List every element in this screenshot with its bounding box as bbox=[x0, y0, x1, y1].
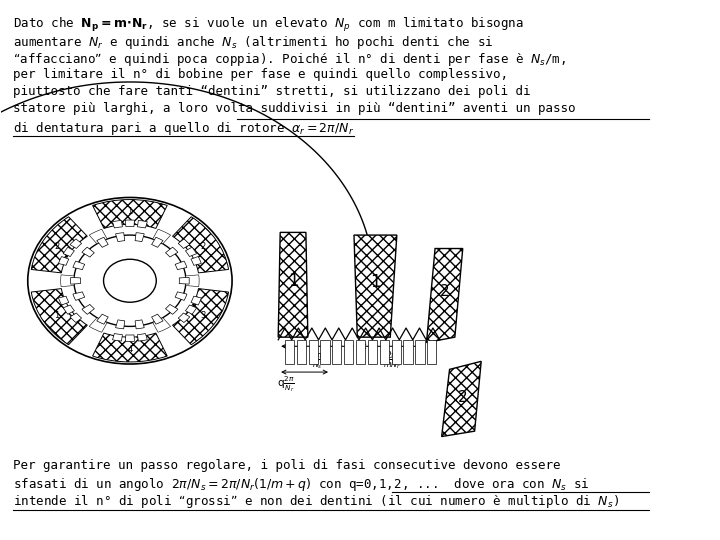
Wedge shape bbox=[135, 233, 144, 241]
Wedge shape bbox=[135, 320, 144, 329]
Text: “affacciano” e quindi poca coppia). Poiché il n° di denti per fase è $N_s$/m,: “affacciano” e quindi poca coppia). Poic… bbox=[13, 51, 567, 68]
Polygon shape bbox=[278, 232, 308, 337]
Wedge shape bbox=[93, 333, 167, 362]
Wedge shape bbox=[173, 217, 228, 273]
Wedge shape bbox=[112, 220, 122, 228]
Polygon shape bbox=[415, 340, 425, 364]
Wedge shape bbox=[191, 296, 202, 305]
Text: sfasati di un angolo $2\pi/N_s=2\pi/N_r(1/m+q)$ con q=0,1,2, ...  dove ora con $: sfasati di un angolo $2\pi/N_s=2\pi/N_r(… bbox=[13, 476, 590, 494]
Polygon shape bbox=[392, 340, 401, 364]
Polygon shape bbox=[356, 340, 365, 364]
Text: 2: 2 bbox=[458, 390, 467, 406]
Wedge shape bbox=[153, 229, 171, 244]
Wedge shape bbox=[186, 247, 197, 256]
Text: 2: 2 bbox=[200, 242, 206, 251]
Wedge shape bbox=[186, 275, 199, 287]
Polygon shape bbox=[285, 340, 294, 364]
Polygon shape bbox=[354, 235, 397, 337]
Text: statore più larghi, a loro volta suddivisi in più “dentini” aventi un passo: statore più larghi, a loro volta suddivi… bbox=[13, 103, 576, 116]
Wedge shape bbox=[93, 200, 167, 228]
Polygon shape bbox=[426, 248, 463, 342]
Text: 2: 2 bbox=[440, 284, 450, 299]
Wedge shape bbox=[58, 256, 69, 265]
Wedge shape bbox=[89, 318, 107, 332]
Text: 4: 4 bbox=[127, 345, 132, 354]
Wedge shape bbox=[115, 233, 125, 241]
Polygon shape bbox=[344, 340, 354, 364]
Text: 1: 1 bbox=[127, 207, 132, 217]
Wedge shape bbox=[73, 292, 85, 300]
Text: Dato che $\mathbf{N_p{=}m{\cdot}N_r}$, se si vuole un elevato $N_p$ com m limita: Dato che $\mathbf{N_p{=}m{\cdot}N_r}$, s… bbox=[13, 16, 524, 35]
Wedge shape bbox=[138, 334, 148, 341]
Wedge shape bbox=[60, 275, 74, 287]
Wedge shape bbox=[175, 292, 187, 300]
Text: q$\frac{2\pi}{N_r}$: q$\frac{2\pi}{N_r}$ bbox=[277, 375, 294, 395]
Polygon shape bbox=[320, 340, 330, 364]
Text: piuttosto che fare tanti “dentini” stretti, si utilizzano dei poli di: piuttosto che fare tanti “dentini” stret… bbox=[13, 85, 531, 98]
Wedge shape bbox=[31, 217, 87, 273]
Wedge shape bbox=[115, 320, 125, 329]
Polygon shape bbox=[379, 340, 389, 364]
Text: aumentare $N_r$ e quindi anche $N_s$ (altrimenti ho pochi denti che si: aumentare $N_r$ e quindi anche $N_s$ (al… bbox=[13, 33, 494, 51]
Polygon shape bbox=[297, 340, 306, 364]
Text: 1: 1 bbox=[370, 273, 381, 291]
Polygon shape bbox=[309, 340, 318, 364]
Wedge shape bbox=[152, 314, 163, 324]
Text: $\frac{2\pi}{N_s}$: $\frac{2\pi}{N_s}$ bbox=[312, 349, 323, 372]
Wedge shape bbox=[125, 335, 135, 341]
Wedge shape bbox=[70, 313, 81, 322]
Text: 3: 3 bbox=[200, 310, 206, 320]
Wedge shape bbox=[138, 220, 148, 228]
Text: Per garantire un passo regolare, i poli di fasi consecutive devono essere: Per garantire un passo regolare, i poli … bbox=[13, 459, 561, 472]
Wedge shape bbox=[70, 239, 81, 248]
Polygon shape bbox=[368, 340, 377, 364]
Text: per limitare il n° di bobine per fase e quindi quello complessivo,: per limitare il n° di bobine per fase e … bbox=[13, 68, 508, 81]
Wedge shape bbox=[63, 305, 74, 314]
Wedge shape bbox=[173, 288, 228, 345]
Wedge shape bbox=[73, 261, 85, 269]
Wedge shape bbox=[178, 313, 190, 322]
Wedge shape bbox=[71, 278, 81, 284]
Text: intende il n° di poli “grossi” e non dei dentini (il cui numero è multiplo di $N: intende il n° di poli “grossi” e non dei… bbox=[13, 494, 619, 510]
Wedge shape bbox=[153, 318, 171, 332]
Text: di dentatura pari a quello di rotore $\alpha_r=2\pi/N_r$: di dentatura pari a quello di rotore $\a… bbox=[13, 119, 354, 137]
Wedge shape bbox=[31, 288, 87, 345]
Text: 1: 1 bbox=[54, 310, 60, 320]
Wedge shape bbox=[63, 247, 74, 256]
Wedge shape bbox=[178, 239, 190, 248]
Wedge shape bbox=[186, 305, 197, 314]
Wedge shape bbox=[89, 229, 107, 244]
Wedge shape bbox=[82, 247, 94, 257]
Polygon shape bbox=[441, 361, 481, 436]
Polygon shape bbox=[427, 340, 436, 364]
Wedge shape bbox=[125, 220, 135, 227]
Wedge shape bbox=[96, 237, 108, 247]
Wedge shape bbox=[166, 305, 178, 314]
Polygon shape bbox=[403, 340, 413, 364]
Wedge shape bbox=[96, 314, 108, 324]
Wedge shape bbox=[82, 305, 94, 314]
Wedge shape bbox=[191, 256, 202, 265]
Wedge shape bbox=[179, 278, 189, 284]
Wedge shape bbox=[166, 247, 178, 257]
Text: $\frac{2\pi}{mN_r}$: $\frac{2\pi}{mN_r}$ bbox=[383, 349, 401, 372]
Wedge shape bbox=[112, 334, 122, 341]
Wedge shape bbox=[175, 261, 187, 269]
Text: 2: 2 bbox=[54, 242, 60, 251]
Wedge shape bbox=[152, 237, 163, 247]
Text: 1: 1 bbox=[288, 272, 299, 290]
Wedge shape bbox=[58, 296, 69, 305]
Polygon shape bbox=[332, 340, 341, 364]
